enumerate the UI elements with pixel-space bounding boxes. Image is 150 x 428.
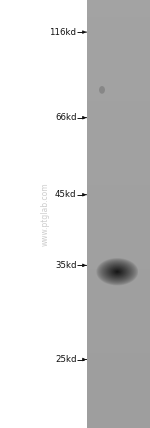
Text: 35kd: 35kd <box>55 261 76 270</box>
Text: 25kd: 25kd <box>55 355 76 364</box>
Ellipse shape <box>99 86 105 94</box>
Text: 66kd: 66kd <box>55 113 76 122</box>
Text: www.ptglab.com: www.ptglab.com <box>40 182 50 246</box>
Text: 45kd: 45kd <box>55 190 76 199</box>
Text: 116kd: 116kd <box>50 27 76 37</box>
